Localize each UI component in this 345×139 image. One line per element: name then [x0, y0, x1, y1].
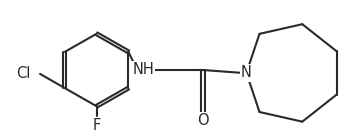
Text: Cl: Cl [16, 66, 30, 81]
Text: NH: NH [132, 63, 154, 77]
Text: N: N [241, 65, 252, 80]
Text: O: O [197, 113, 209, 128]
Text: F: F [92, 118, 101, 133]
